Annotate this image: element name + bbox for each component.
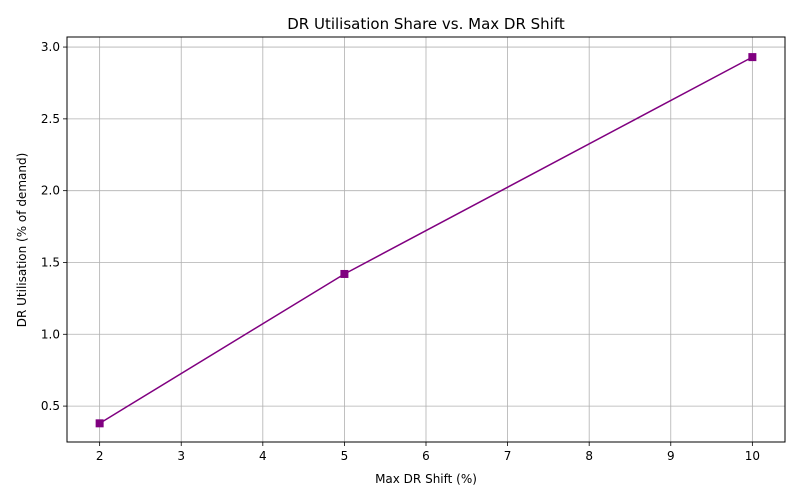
y-tick-label: 2.0 xyxy=(41,184,60,198)
x-tick-label: 2 xyxy=(96,449,104,463)
y-tick-label: 0.5 xyxy=(41,399,60,413)
y-axis-ticks: 0.5 1.0 1.5 2.0 2.5 3.0 xyxy=(41,40,67,413)
y-tick-label: 1.0 xyxy=(41,327,60,341)
y-tick-label: 1.5 xyxy=(41,255,60,269)
x-tick-label: 9 xyxy=(667,449,675,463)
x-tick-label: 4 xyxy=(259,449,267,463)
data-point-marker xyxy=(95,419,104,428)
data-point-marker xyxy=(340,269,349,278)
data-point-marker xyxy=(748,53,757,62)
x-tick-label: 5 xyxy=(341,449,349,463)
x-tick-label: 10 xyxy=(745,449,760,463)
series-layer xyxy=(95,53,757,428)
x-tick-label: 3 xyxy=(177,449,185,463)
x-tick-label: 6 xyxy=(422,449,430,463)
y-axis-label: DR Utilisation (% of demand) xyxy=(15,153,29,328)
x-tick-label: 7 xyxy=(504,449,512,463)
x-tick-label: 8 xyxy=(585,449,593,463)
chart-title: DR Utilisation Share vs. Max DR Shift xyxy=(287,15,565,33)
y-tick-label: 3.0 xyxy=(41,40,60,54)
y-tick-label: 2.5 xyxy=(41,112,60,126)
x-axis-label: Max DR Shift (%) xyxy=(375,472,477,486)
x-axis-ticks: 2 3 4 5 6 7 8 9 10 xyxy=(96,442,760,463)
grid xyxy=(67,37,785,442)
